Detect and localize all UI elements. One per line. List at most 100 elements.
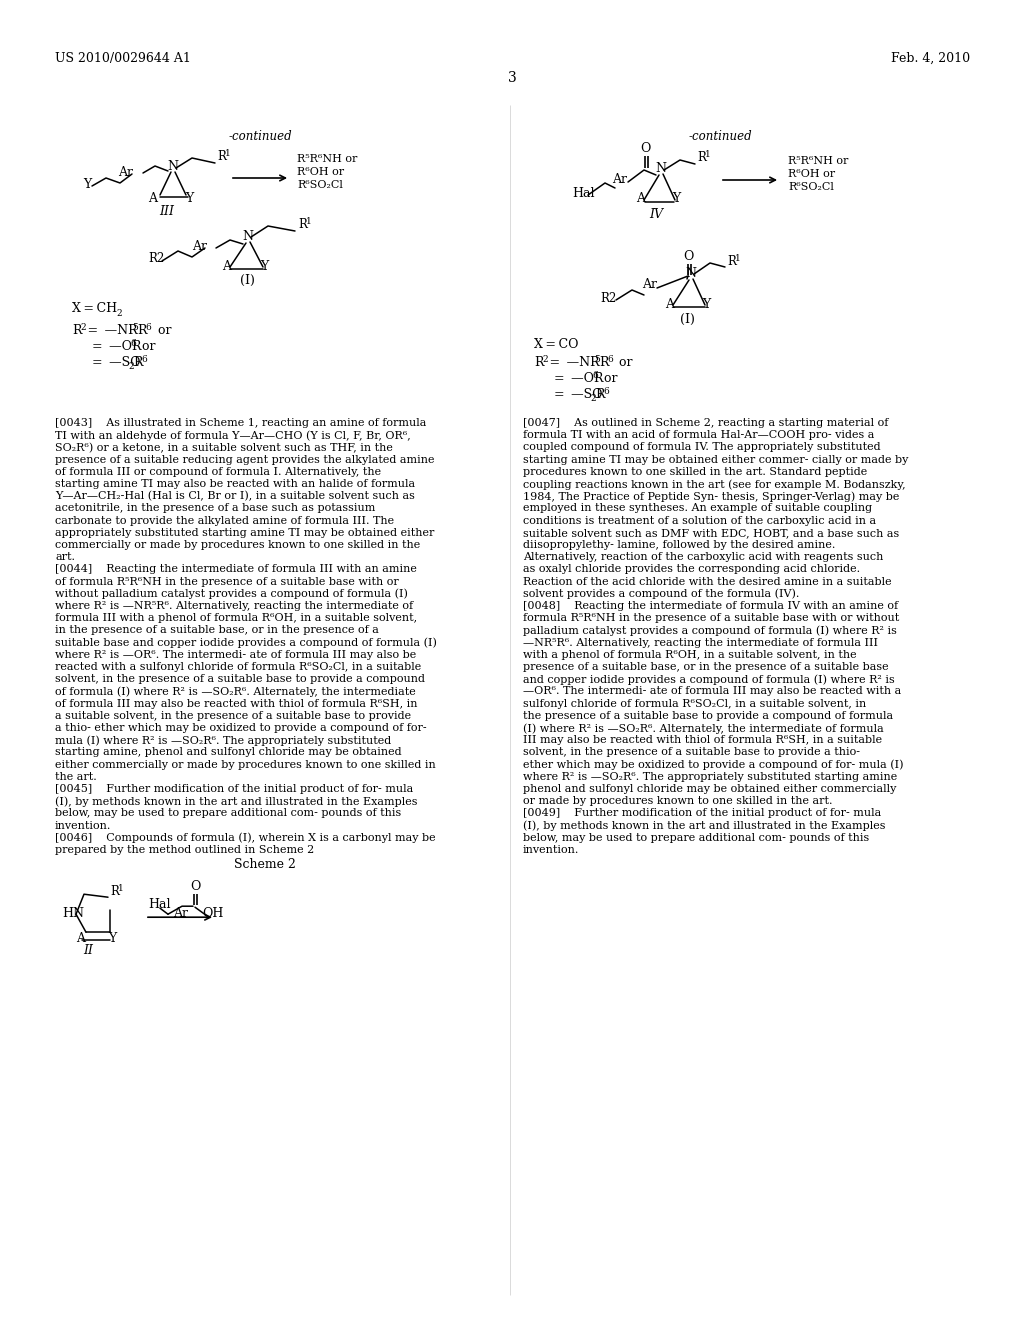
Text: Ar: Ar xyxy=(173,907,188,920)
Text: presence of a suitable base, or in the presence of a suitable base: presence of a suitable base, or in the p… xyxy=(523,663,889,672)
Text: presence of a suitable reducing agent provides the alkylated amine: presence of a suitable reducing agent pr… xyxy=(55,454,434,465)
Text: =  —SO: = —SO xyxy=(554,388,602,401)
Text: Feb. 4, 2010: Feb. 4, 2010 xyxy=(891,51,970,65)
Text: R: R xyxy=(137,323,146,337)
Text: of formula R⁵R⁶NH in the presence of a suitable base with or: of formula R⁵R⁶NH in the presence of a s… xyxy=(55,577,398,586)
Text: (I), by methods known in the art and illustrated in the Examples: (I), by methods known in the art and ill… xyxy=(523,821,886,832)
Text: R: R xyxy=(534,356,544,370)
Text: HN: HN xyxy=(62,907,84,920)
Text: A: A xyxy=(148,191,157,205)
Text: 1: 1 xyxy=(306,216,311,226)
Text: 5: 5 xyxy=(594,355,600,364)
Text: coupled compound of formula IV. The appropriately substituted: coupled compound of formula IV. The appr… xyxy=(523,442,881,453)
Text: prepared by the method outlined in Scheme 2: prepared by the method outlined in Schem… xyxy=(55,845,314,855)
Text: [0048]    Reacting the intermediate of formula IV with an amine of: [0048] Reacting the intermediate of form… xyxy=(523,601,898,611)
Text: (I) where R² is —SO₂R⁶. Alternately, the intermediate of formula: (I) where R² is —SO₂R⁶. Alternately, the… xyxy=(523,723,884,734)
Text: [0044]    Reacting the intermediate of formula III with an amine: [0044] Reacting the intermediate of form… xyxy=(55,565,417,574)
Text: IV: IV xyxy=(649,209,663,220)
Text: Ar: Ar xyxy=(193,240,207,253)
Text: procedures known to one skilled in the art. Standard peptide: procedures known to one skilled in the a… xyxy=(523,467,867,477)
Text: in the presence of a suitable base, or in the presence of a: in the presence of a suitable base, or i… xyxy=(55,626,379,635)
Text: III: III xyxy=(160,205,174,218)
Text: 2: 2 xyxy=(128,362,133,371)
Text: 6: 6 xyxy=(130,339,136,348)
Text: of formula III may also be reacted with thiol of formula R⁶SH, in: of formula III may also be reacted with … xyxy=(55,698,418,709)
Text: the presence of a suitable base to provide a compound of formula: the presence of a suitable base to provi… xyxy=(523,710,893,721)
Text: R⁵R⁶NH or: R⁵R⁶NH or xyxy=(297,154,357,164)
Text: Y: Y xyxy=(83,178,91,191)
Text: without palladium catalyst provides a compound of formula (I): without palladium catalyst provides a co… xyxy=(55,589,408,599)
Text: =  —SO: = —SO xyxy=(92,356,140,370)
Text: =  —OR: = —OR xyxy=(554,372,603,385)
Text: Y—Ar—CH₂-Hal (Hal is Cl, Br or I), in a suitable solvent such as: Y—Ar—CH₂-Hal (Hal is Cl, Br or I), in a … xyxy=(55,491,415,502)
Text: II: II xyxy=(83,944,93,957)
Text: or: or xyxy=(596,372,617,385)
Text: Scheme 2: Scheme 2 xyxy=(234,858,296,871)
Text: =  —NR: = —NR xyxy=(547,356,600,370)
Text: Reaction of the acid chloride with the desired amine in a suitable: Reaction of the acid chloride with the d… xyxy=(523,577,892,586)
Text: N: N xyxy=(242,230,253,243)
Text: Y: Y xyxy=(260,260,268,273)
Text: 6: 6 xyxy=(607,355,612,364)
Text: [0049]    Further modification of the initial product of for- mula: [0049] Further modification of the initi… xyxy=(523,808,882,818)
Text: formula TI with an acid of formula Hal-Ar—COOH pro- vides a: formula TI with an acid of formula Hal-A… xyxy=(523,430,874,440)
Text: Y: Y xyxy=(108,932,117,945)
Text: [0043]    As illustrated in Scheme 1, reacting an amine of formula: [0043] As illustrated in Scheme 1, react… xyxy=(55,418,426,428)
Text: 6: 6 xyxy=(592,371,598,380)
Text: below, may be used to prepare additional com- pounds of this: below, may be used to prepare additional… xyxy=(523,833,869,842)
Text: Hal: Hal xyxy=(148,898,171,911)
Text: or: or xyxy=(150,323,171,337)
Text: art.: art. xyxy=(55,552,75,562)
Text: R⁶SO₂Cl: R⁶SO₂Cl xyxy=(297,180,343,190)
Text: 6: 6 xyxy=(603,387,608,396)
Text: or made by procedures known to one skilled in the art.: or made by procedures known to one skill… xyxy=(523,796,833,807)
Text: of formula III or compound of formula I. Alternatively, the: of formula III or compound of formula I.… xyxy=(55,467,381,477)
Text: A: A xyxy=(665,298,674,312)
Text: R2: R2 xyxy=(600,292,616,305)
Text: sulfonyl chloride of formula R⁶SO₂Cl, in a suitable solvent, in: sulfonyl chloride of formula R⁶SO₂Cl, in… xyxy=(523,698,866,709)
Text: a thio- ether which may be oxidized to provide a compound of for-: a thio- ether which may be oxidized to p… xyxy=(55,723,427,733)
Text: R: R xyxy=(595,388,604,401)
Text: 2: 2 xyxy=(542,355,548,364)
Text: mula (I) where R² is —SO₂R⁶. The appropriately substituted: mula (I) where R² is —SO₂R⁶. The appropr… xyxy=(55,735,391,746)
Text: formula III with a phenol of formula R⁶OH, in a suitable solvent,: formula III with a phenol of formula R⁶O… xyxy=(55,614,417,623)
Text: coupling reactions known in the art (see for example M. Bodanszky,: coupling reactions known in the art (see… xyxy=(523,479,905,490)
Text: N: N xyxy=(167,160,178,173)
Text: starting amine TI may be obtained either commer- cially or made by: starting amine TI may be obtained either… xyxy=(523,454,908,465)
Text: R: R xyxy=(110,886,119,898)
Text: [0045]    Further modification of the initial product of for- mula: [0045] Further modification of the initi… xyxy=(55,784,414,795)
Text: Y: Y xyxy=(702,298,711,312)
Text: R2: R2 xyxy=(148,252,164,265)
Text: —OR⁶. The intermedi- ate of formula III may also be reacted with a: —OR⁶. The intermedi- ate of formula III … xyxy=(523,686,901,697)
Text: US 2010/0029644 A1: US 2010/0029644 A1 xyxy=(55,51,190,65)
Text: O: O xyxy=(683,249,693,263)
Text: =  —OR: = —OR xyxy=(92,341,141,352)
Text: below, may be used to prepare additional com- pounds of this: below, may be used to prepare additional… xyxy=(55,808,401,818)
Text: ether which may be oxidized to provide a compound of for- mula (I): ether which may be oxidized to provide a… xyxy=(523,759,903,770)
Text: O: O xyxy=(190,880,201,894)
Text: R⁶OH or: R⁶OH or xyxy=(788,169,836,180)
Text: Y: Y xyxy=(185,191,194,205)
Text: Ar: Ar xyxy=(642,279,657,290)
Text: R: R xyxy=(727,255,736,268)
Text: carbonate to provide the alkylated amine of formula III. The: carbonate to provide the alkylated amine… xyxy=(55,516,394,525)
Text: Alternatively, reaction of the carboxylic acid with reagents such: Alternatively, reaction of the carboxyli… xyxy=(523,552,884,562)
Text: the art.: the art. xyxy=(55,772,96,781)
Text: Hal: Hal xyxy=(572,187,595,201)
Text: of formula (I) where R² is —SO₂R⁶. Alternately, the intermediate: of formula (I) where R² is —SO₂R⁶. Alter… xyxy=(55,686,416,697)
Text: SO₂R⁶) or a ketone, in a suitable solvent such as THF, in the: SO₂R⁶) or a ketone, in a suitable solven… xyxy=(55,442,393,453)
Text: -continued: -continued xyxy=(688,129,752,143)
Text: solvent, in the presence of a suitable base to provide a compound: solvent, in the presence of a suitable b… xyxy=(55,675,425,684)
Text: or: or xyxy=(611,356,633,370)
Text: R⁶OH or: R⁶OH or xyxy=(297,168,344,177)
Text: commercially or made by procedures known to one skilled in the: commercially or made by procedures known… xyxy=(55,540,420,550)
Text: reacted with a sulfonyl chloride of formula R⁶SO₂Cl, in a suitable: reacted with a sulfonyl chloride of form… xyxy=(55,663,421,672)
Text: 5: 5 xyxy=(132,323,138,333)
Text: appropriately substituted starting amine TI may be obtained either: appropriately substituted starting amine… xyxy=(55,528,434,537)
Text: (I): (I) xyxy=(240,275,254,286)
Text: employed in these syntheses. An example of suitable coupling: employed in these syntheses. An example … xyxy=(523,503,872,513)
Text: 6: 6 xyxy=(145,323,151,333)
Text: suitable solvent such as DMF with EDC, HOBT, and a base such as: suitable solvent such as DMF with EDC, H… xyxy=(523,528,899,537)
Text: (I), by methods known in the art and illustrated in the Examples: (I), by methods known in the art and ill… xyxy=(55,796,418,807)
Text: where R² is —SO₂R⁶. The appropriately substituted starting amine: where R² is —SO₂R⁶. The appropriately su… xyxy=(523,772,897,781)
